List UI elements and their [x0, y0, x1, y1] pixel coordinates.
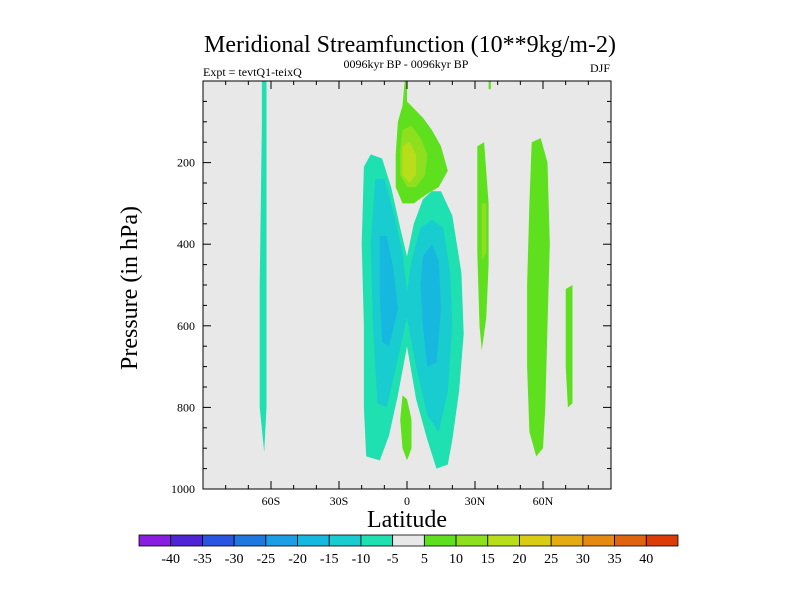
colorbar-swatch [614, 534, 647, 547]
y-tick-label: 400 [177, 237, 195, 251]
chart-title: Meridional Streamfunction (10**9kg/m-2) [204, 32, 616, 58]
x-tick-label: 30N [465, 494, 486, 508]
colorbar-label: -15 [320, 552, 339, 567]
colorbar-swatch [423, 534, 457, 547]
colorbar-label: 40 [639, 552, 653, 567]
colorbar-label: -35 [193, 552, 212, 567]
x-tick-label: 60S [262, 494, 281, 508]
colorbar-swatch [202, 534, 235, 547]
colorbar-swatch [519, 534, 552, 547]
colorbar-label: 15 [481, 552, 495, 567]
y-axis-label: Pressure (in hPa) [117, 206, 143, 370]
colorbar-label: 5 [421, 552, 428, 567]
contour-region-0 [259, 81, 267, 453]
x-tick-label: 30S [330, 494, 349, 508]
colorbar-swatch [645, 534, 679, 547]
colorbar-label: 30 [576, 552, 590, 567]
contour-region-13 [488, 81, 491, 90]
colorbar-label: -10 [352, 552, 371, 567]
colorbar-swatch [233, 534, 267, 547]
x-tick-label: 0 [404, 494, 410, 508]
contour-region-10 [400, 395, 412, 461]
contour-region-9 [481, 203, 487, 261]
contour-region-4 [420, 244, 441, 367]
contour-regions [259, 81, 573, 469]
colorbar-swatch [328, 534, 362, 547]
colorbar-label: 20 [512, 552, 526, 567]
y-tick-label: 600 [177, 319, 195, 333]
colorbar: -40 -35 -30 -25 -20 -15 -10 -5 5 10 15 20 25 30 35 40 [138, 534, 679, 567]
plot-area: 60S 30S 0 30N 60N 200 400 600 800 1000 [171, 80, 612, 508]
colorbar-label: -20 [288, 552, 307, 567]
colorbar-label: -5 [387, 552, 399, 567]
colorbar-swatch [138, 534, 172, 547]
contour-region-3 [379, 236, 398, 347]
contour-region-7 [402, 142, 417, 183]
period-label: 0096kyr BP - 0096kyr BP [344, 57, 469, 71]
colorbar-label: 10 [449, 552, 463, 567]
colorbar-label: 35 [608, 552, 622, 567]
colorbar-label: 25 [544, 552, 558, 567]
y-tick-label: 200 [177, 156, 195, 170]
colorbar-label: -25 [256, 552, 275, 567]
colorbar-label: -40 [161, 552, 180, 567]
x-tick-label: 60N [533, 494, 554, 508]
y-tick-label: 1000 [171, 482, 195, 496]
colorbar-label: -30 [225, 552, 244, 567]
season-label: DJF [590, 61, 610, 75]
x-axis-label: Latitude [367, 507, 447, 533]
colorbar-swatch [582, 534, 615, 547]
colorbar-swatch [265, 534, 298, 547]
contour-region-11 [527, 138, 550, 457]
colorbar-swatch [297, 534, 330, 547]
experiment-label: Expt = tevtQ1-teixQ [203, 65, 302, 79]
y-tick-label: 800 [177, 400, 195, 414]
colorbar-swatch [550, 534, 584, 547]
colorbar-swatch [455, 534, 489, 547]
colorbar-swatch [360, 534, 394, 547]
colorbar-swatch [170, 534, 203, 547]
contour-region-12 [565, 285, 573, 408]
axis-ticks: 60S 30S 0 30N 60N 200 400 600 800 1000 [171, 81, 611, 508]
contour-region-2 [370, 178, 453, 432]
colorbar-swatch [487, 534, 520, 547]
colorbar-swatch [392, 534, 425, 547]
